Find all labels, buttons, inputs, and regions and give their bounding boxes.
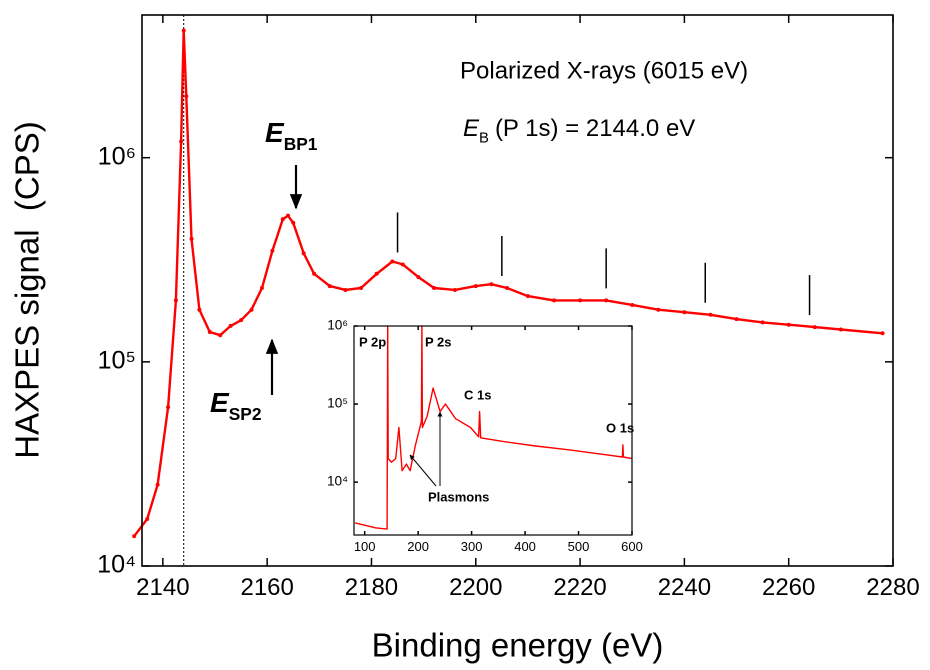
symbol: E [265, 117, 285, 148]
data-point [734, 317, 739, 322]
data-point [166, 405, 171, 410]
data-point [473, 284, 478, 289]
y-tick-label: 10⁴ [327, 474, 348, 489]
data-point [270, 248, 275, 253]
data-point [812, 325, 817, 330]
data-point [786, 322, 791, 327]
data-point [197, 307, 202, 312]
annotation-text: (P 1s) = 2144.0 eV [495, 115, 695, 142]
y-tick-label: 10⁵ [327, 396, 348, 411]
data-point [682, 310, 687, 315]
x-tick-label: 2160 [240, 574, 293, 601]
data-line [133, 29, 883, 537]
y-tick-label: 10⁶ [98, 142, 136, 170]
data-point [239, 318, 244, 323]
data-point [432, 286, 437, 291]
annotation: EB (P 1s) = 2144.0 eV [463, 115, 695, 146]
data-point [259, 286, 264, 291]
y-tick-label: 10⁴ [97, 551, 136, 579]
arrow [409, 454, 437, 487]
data-point [291, 220, 296, 225]
x-tick-label: 2180 [345, 574, 398, 601]
data-point [578, 298, 583, 303]
symbol: E [463, 115, 480, 142]
symbol: E [210, 387, 230, 418]
data-point [656, 307, 661, 312]
plot-frame [141, 14, 894, 567]
data-point [880, 331, 885, 336]
x-tick-label: 100 [354, 539, 376, 554]
data-point [343, 287, 348, 292]
subscript: BP1 [284, 133, 318, 153]
data-point [604, 298, 609, 303]
y-tick-label: 10⁶ [327, 318, 348, 333]
inset-label: P 2p [359, 334, 386, 349]
data-point [228, 323, 233, 328]
x-tick-label: 500 [568, 539, 590, 554]
data-point [184, 94, 189, 99]
data-point [145, 516, 150, 521]
inset-background [354, 326, 632, 535]
data-point [525, 294, 530, 299]
plot-frame [353, 325, 633, 536]
data-point [181, 28, 186, 33]
data-point [760, 320, 765, 325]
data-point [189, 236, 194, 241]
inset-label: O 1s [606, 420, 634, 435]
x-axis-title: Binding energy (eV) [372, 627, 664, 664]
data-line [354, 325, 633, 530]
data-point [630, 302, 635, 307]
data-point [452, 287, 457, 292]
data-point [179, 139, 184, 144]
x-tick-label: 2280 [866, 574, 919, 601]
data-point [489, 282, 494, 287]
inset-label: P 2s [425, 334, 452, 349]
data-point [249, 307, 254, 312]
subscript: SP2 [229, 403, 262, 423]
data-point [218, 333, 223, 338]
data-point [400, 262, 405, 267]
x-tick-label: 600 [621, 539, 643, 554]
data-point [132, 534, 137, 539]
x-tick-label: 2140 [136, 574, 189, 601]
data-point [416, 275, 421, 280]
annotation: ESP2 [210, 387, 262, 423]
inset-label: Plasmons [428, 489, 489, 504]
x-tick-label: 2200 [449, 574, 502, 601]
x-tick-label: 2220 [553, 574, 606, 601]
subscript: B [479, 130, 489, 146]
data-point [708, 312, 713, 317]
data-point [155, 482, 160, 487]
y-tick-label: 10⁵ [98, 347, 136, 375]
data-point [286, 213, 291, 218]
data-point [327, 284, 332, 289]
data-point [552, 298, 557, 303]
x-tick-label: 2240 [658, 574, 711, 601]
x-tick-label: 300 [461, 539, 483, 554]
y-axis-title: HAXPES signal (CPS) [9, 121, 46, 458]
data-point [207, 330, 212, 335]
x-tick-label: 400 [514, 539, 536, 554]
data-point [374, 271, 379, 276]
x-tick-label: 2260 [762, 574, 815, 601]
data-point [312, 271, 317, 276]
annotation: EBP1 [265, 117, 318, 153]
inset-label: C 1s [464, 387, 491, 402]
data-point [838, 327, 843, 332]
annotation: Polarized X-rays (6015 eV) [460, 57, 748, 84]
data-point [505, 286, 510, 291]
data-point [173, 298, 178, 303]
data-point [390, 259, 395, 264]
data-point [359, 286, 364, 291]
data-point [280, 217, 285, 222]
x-tick-label: 200 [407, 539, 429, 554]
data-point [301, 251, 306, 256]
